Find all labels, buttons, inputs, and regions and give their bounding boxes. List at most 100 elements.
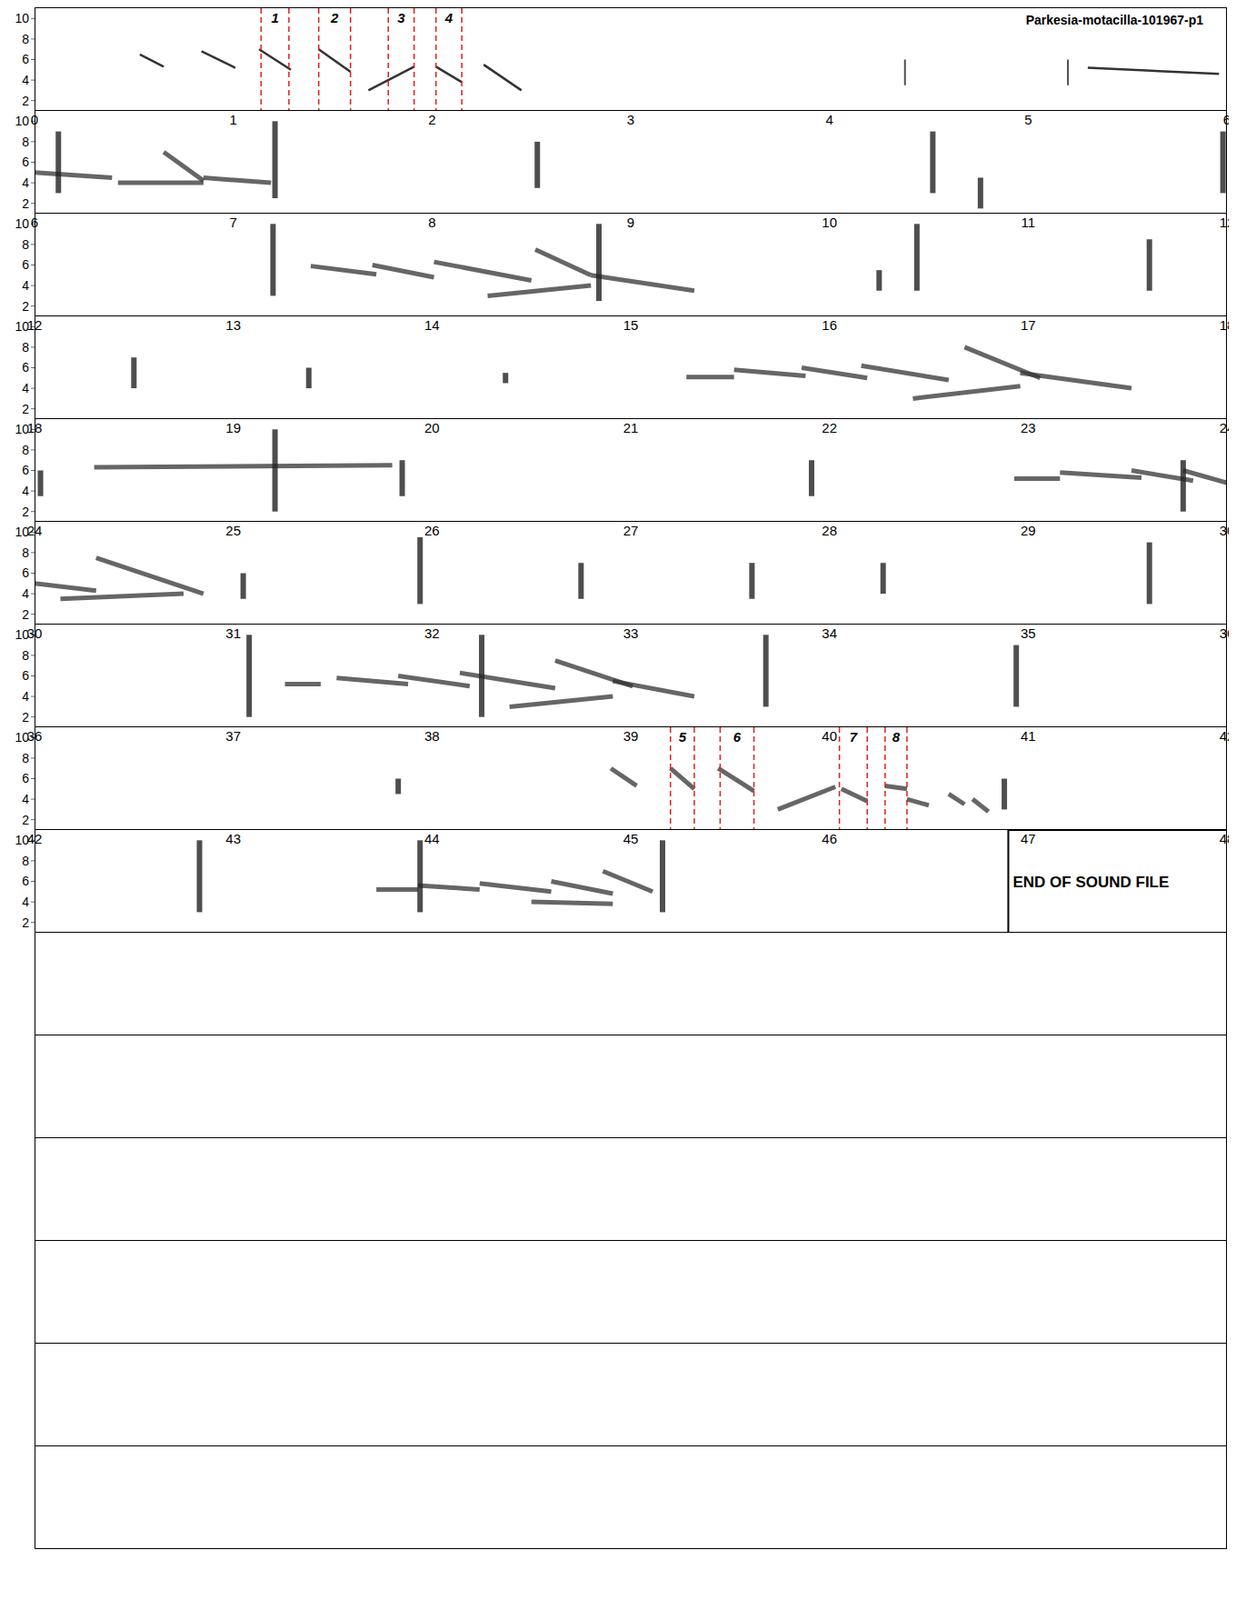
- svg-text:2: 2: [21, 915, 30, 930]
- svg-text:2: 2: [21, 607, 30, 622]
- svg-text:45: 45: [623, 830, 639, 847]
- svg-text:43: 43: [225, 830, 241, 847]
- svg-text:10: 10: [821, 214, 838, 230]
- svg-text:6: 6: [21, 770, 30, 786]
- svg-text:2: 2: [21, 401, 30, 417]
- svg-text:37: 37: [225, 727, 241, 744]
- svg-text:10: 10: [14, 216, 30, 231]
- svg-text:4: 4: [21, 278, 30, 293]
- svg-text:8: 8: [21, 647, 30, 663]
- svg-text:24: 24: [27, 522, 43, 539]
- svg-text:10: 10: [14, 729, 30, 745]
- svg-text:6: 6: [21, 257, 30, 272]
- svg-text:2: 2: [21, 196, 30, 211]
- svg-text:10: 10: [14, 113, 30, 129]
- svg-text:9: 9: [627, 214, 635, 230]
- svg-text:6: 6: [21, 51, 30, 67]
- svg-text:8: 8: [892, 728, 901, 745]
- svg-text:46: 46: [821, 830, 838, 847]
- svg-text:25: 25: [225, 522, 241, 539]
- svg-text:3: 3: [397, 9, 406, 26]
- svg-text:6: 6: [21, 462, 30, 478]
- svg-text:4: 4: [825, 111, 833, 128]
- svg-text:19: 19: [225, 419, 241, 436]
- svg-text:2: 2: [21, 504, 30, 519]
- svg-text:6: 6: [21, 359, 30, 375]
- svg-text:10: 10: [14, 524, 30, 539]
- svg-text:3: 3: [627, 111, 635, 128]
- svg-text:8: 8: [21, 442, 30, 458]
- svg-text:11: 11: [1021, 214, 1037, 230]
- svg-text:2: 2: [21, 812, 30, 828]
- svg-text:4: 4: [21, 72, 30, 88]
- svg-text:6: 6: [1223, 111, 1229, 128]
- svg-text:31: 31: [225, 625, 241, 641]
- svg-text:2: 2: [329, 9, 339, 26]
- svg-text:30: 30: [1219, 522, 1229, 539]
- svg-text:10: 10: [14, 832, 30, 848]
- svg-text:8: 8: [21, 339, 30, 355]
- svg-text:2: 2: [21, 709, 30, 725]
- svg-text:36: 36: [1219, 625, 1229, 641]
- svg-text:1: 1: [229, 111, 237, 128]
- svg-text:6: 6: [21, 873, 30, 888]
- svg-text:16: 16: [821, 317, 838, 333]
- svg-text:20: 20: [424, 419, 440, 436]
- svg-text:8: 8: [428, 214, 436, 230]
- svg-text:29: 29: [1020, 522, 1037, 539]
- svg-text:8: 8: [21, 545, 30, 560]
- svg-text:18: 18: [27, 419, 43, 436]
- svg-text:10: 10: [14, 421, 30, 437]
- svg-text:END OF SOUND FILE: END OF SOUND FILE: [1012, 873, 1169, 891]
- svg-text:34: 34: [821, 625, 838, 641]
- svg-text:42: 42: [1219, 727, 1229, 744]
- svg-text:10: 10: [14, 10, 30, 26]
- svg-text:12: 12: [27, 317, 43, 333]
- svg-text:42: 42: [27, 830, 43, 847]
- svg-text:27: 27: [623, 522, 639, 539]
- svg-text:44: 44: [424, 830, 440, 847]
- svg-text:30: 30: [27, 625, 43, 641]
- svg-text:39: 39: [623, 727, 639, 744]
- svg-text:4: 4: [21, 175, 30, 190]
- svg-text:4: 4: [21, 586, 30, 601]
- svg-text:6: 6: [733, 728, 742, 745]
- svg-text:17: 17: [1020, 317, 1037, 333]
- svg-text:47: 47: [1020, 830, 1037, 847]
- svg-text:24: 24: [1219, 419, 1229, 436]
- svg-text:22: 22: [821, 419, 838, 436]
- svg-text:5: 5: [1024, 111, 1032, 128]
- svg-text:2: 2: [21, 93, 30, 109]
- svg-text:10: 10: [14, 318, 30, 334]
- svg-text:8: 8: [21, 31, 30, 47]
- svg-text:12: 12: [1219, 214, 1229, 230]
- svg-text:1: 1: [270, 9, 279, 26]
- svg-text:6: 6: [21, 667, 30, 683]
- svg-text:23: 23: [1020, 419, 1037, 436]
- svg-text:32: 32: [424, 625, 440, 641]
- svg-text:21: 21: [623, 419, 639, 436]
- svg-text:41: 41: [1020, 727, 1037, 744]
- svg-text:48: 48: [1219, 830, 1229, 847]
- svg-text:5: 5: [678, 728, 688, 745]
- svg-text:4: 4: [21, 791, 30, 807]
- svg-text:7: 7: [849, 728, 858, 745]
- svg-text:7: 7: [229, 214, 237, 230]
- svg-text:18: 18: [1219, 317, 1229, 333]
- svg-text:8: 8: [21, 237, 30, 252]
- svg-text:14: 14: [424, 317, 440, 333]
- svg-text:13: 13: [225, 317, 241, 333]
- svg-text:0: 0: [30, 111, 39, 128]
- svg-text:6: 6: [21, 565, 30, 580]
- svg-text:33: 33: [623, 625, 639, 641]
- svg-text:10: 10: [14, 627, 30, 642]
- svg-text:38: 38: [424, 727, 440, 744]
- svg-text:8: 8: [21, 853, 30, 868]
- svg-text:35: 35: [1020, 625, 1037, 641]
- svg-text:6: 6: [21, 154, 30, 170]
- svg-text:28: 28: [821, 522, 838, 539]
- svg-text:6: 6: [30, 214, 39, 230]
- svg-text:4: 4: [444, 9, 454, 26]
- svg-text:15: 15: [623, 317, 639, 333]
- svg-text:40: 40: [821, 727, 838, 744]
